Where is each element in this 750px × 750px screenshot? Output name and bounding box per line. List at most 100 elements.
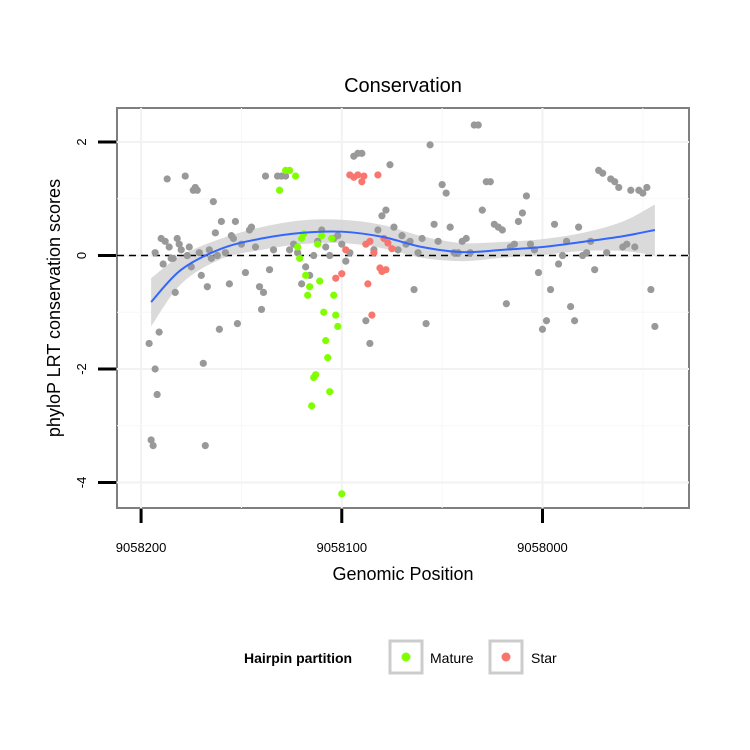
- y-tick-label: -2: [74, 363, 89, 375]
- point-other: [542, 317, 551, 325]
- chart-title: Conservation: [344, 75, 462, 97]
- point-mature: [316, 277, 324, 285]
- point-mature: [324, 354, 332, 362]
- point-other: [615, 183, 623, 192]
- point-other: [163, 175, 171, 183]
- point-other: [611, 178, 619, 186]
- point-star: [338, 270, 346, 278]
- smooth-line: [150, 229, 656, 303]
- point-other: [195, 249, 203, 257]
- point-other: [498, 226, 506, 234]
- point-other: [410, 285, 418, 294]
- point-other: [462, 234, 470, 243]
- point-mature: [332, 311, 340, 319]
- point-other: [526, 240, 535, 248]
- point-other: [251, 243, 260, 251]
- point-other: [414, 249, 422, 257]
- point-mature: [330, 291, 338, 299]
- points-layer: [145, 121, 659, 498]
- legend-title: Hairpin partition: [244, 650, 352, 666]
- point-other: [546, 285, 555, 294]
- point-other: [603, 249, 611, 257]
- legend-swatch-star: [501, 652, 511, 662]
- point-other: [322, 243, 330, 251]
- point-star: [370, 249, 378, 257]
- point-other: [426, 141, 434, 149]
- point-other: [215, 325, 223, 333]
- y-tick-label: 0: [74, 252, 89, 259]
- point-star: [366, 237, 374, 245]
- axes-layer: 9058200 9058100 9058000 2 0 -2 -4: [74, 138, 568, 555]
- point-mature: [304, 291, 312, 299]
- point-other: [342, 257, 350, 265]
- plot-panel: [116, 107, 690, 509]
- point-other: [566, 302, 575, 311]
- point-other: [575, 223, 583, 231]
- point-other: [257, 305, 266, 314]
- point-other: [583, 249, 591, 257]
- y-axis-title: phyloP LRT conservation scores: [44, 179, 64, 437]
- point-other: [639, 189, 647, 197]
- point-other: [159, 260, 167, 268]
- point-other: [205, 246, 213, 254]
- point-other: [213, 251, 221, 260]
- point-other: [374, 226, 382, 234]
- point-other: [183, 251, 191, 260]
- point-other: [478, 206, 486, 214]
- point-other: [434, 237, 442, 245]
- point-other: [211, 229, 219, 237]
- point-mature: [302, 271, 310, 279]
- point-mature: [294, 243, 302, 251]
- point-other: [233, 320, 242, 328]
- point-other: [382, 206, 390, 214]
- point-star: [360, 172, 368, 180]
- point-other: [161, 237, 169, 245]
- legend-swatch-mature: [401, 652, 411, 662]
- point-star: [382, 266, 390, 274]
- point-other: [155, 328, 163, 336]
- point-other: [147, 436, 155, 444]
- point-other: [281, 172, 290, 180]
- point-star: [358, 178, 366, 186]
- point-other: [261, 172, 270, 180]
- point-other: [474, 121, 482, 129]
- point-other: [534, 268, 543, 277]
- point-mature: [286, 166, 294, 175]
- point-other: [145, 339, 153, 348]
- point-other: [173, 234, 181, 243]
- point-mature: [312, 371, 320, 379]
- point-other: [643, 183, 651, 192]
- point-other: [302, 263, 310, 271]
- point-other: [181, 172, 189, 180]
- point-other: [326, 251, 334, 260]
- point-other: [599, 169, 607, 177]
- point-other: [418, 234, 426, 243]
- point-other: [522, 192, 531, 200]
- point-other: [241, 268, 250, 277]
- point-other: [201, 441, 209, 450]
- point-other: [217, 217, 225, 226]
- legend-label-star: Star: [531, 650, 557, 666]
- point-other: [169, 254, 177, 262]
- point-other: [438, 180, 446, 189]
- point-other: [255, 283, 264, 291]
- point-other: [550, 220, 559, 228]
- point-other: [153, 390, 161, 399]
- point-other: [571, 317, 579, 325]
- point-other: [149, 441, 157, 450]
- point-other: [185, 243, 193, 251]
- point-other: [265, 266, 274, 274]
- point-other: [229, 234, 238, 243]
- point-other: [225, 280, 233, 288]
- point-other: [269, 246, 278, 254]
- point-mature: [275, 186, 284, 194]
- point-other: [259, 288, 268, 296]
- point-other: [538, 325, 547, 333]
- point-other: [209, 198, 217, 206]
- point-other: [334, 232, 342, 240]
- legend: Hairpin partition Mature Star: [244, 639, 557, 675]
- point-star: [354, 171, 362, 179]
- point-other: [486, 178, 494, 186]
- point-other: [221, 249, 229, 257]
- point-mature: [328, 234, 336, 243]
